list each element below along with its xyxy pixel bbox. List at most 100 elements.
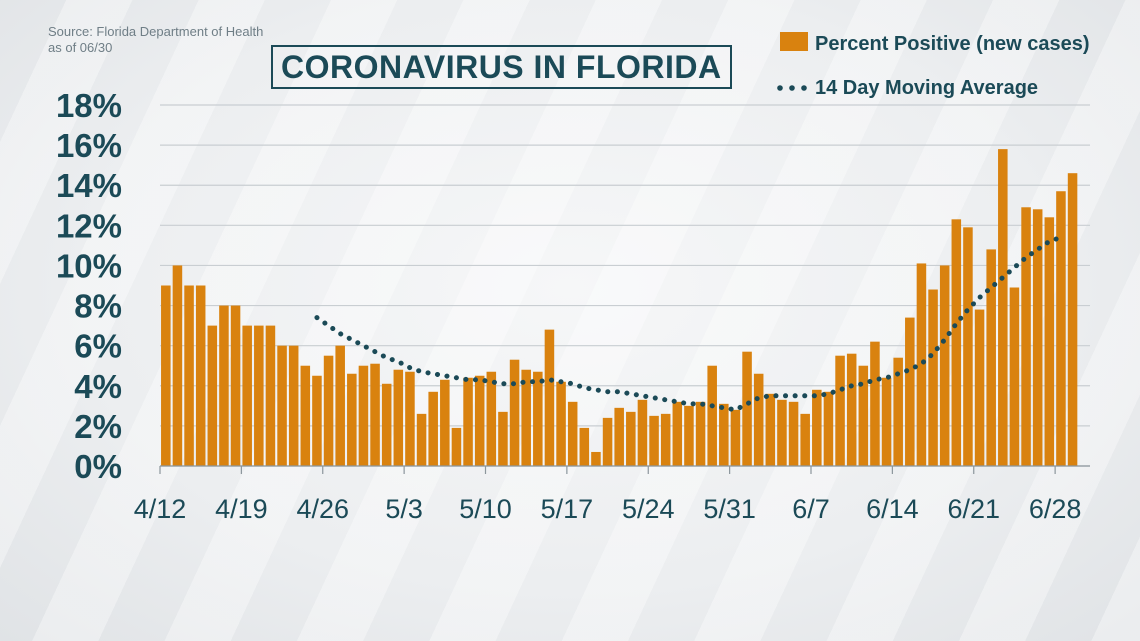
bar-4/18 bbox=[230, 305, 241, 466]
legend-dot bbox=[801, 85, 807, 91]
bar-5/19 bbox=[591, 451, 601, 466]
bar-6/12 bbox=[870, 341, 880, 466]
bar-4/13 bbox=[172, 265, 183, 466]
bar-5/15 bbox=[544, 329, 555, 466]
bar-5/23 bbox=[637, 399, 648, 466]
legend-swatch-percent-positive bbox=[780, 32, 808, 51]
bar-5/30 bbox=[719, 403, 729, 466]
bar-5/26 bbox=[672, 401, 683, 466]
bar-6/27 bbox=[1044, 217, 1055, 466]
y-tick-label: 10% bbox=[56, 247, 122, 284]
bar-5/16 bbox=[556, 381, 566, 466]
x-tick-label: 5/31 bbox=[703, 494, 756, 524]
bar-5/10 bbox=[486, 371, 497, 466]
bar-4/29 bbox=[358, 365, 369, 466]
bar-6/7 bbox=[812, 389, 822, 466]
bar-5/21 bbox=[614, 407, 624, 466]
bar-4/25 bbox=[312, 375, 322, 466]
bar-6/24 bbox=[1009, 287, 1020, 466]
bar-5/20 bbox=[602, 417, 613, 466]
bar-5/11 bbox=[498, 411, 508, 466]
bar-4/14 bbox=[184, 285, 194, 466]
bar-4/24 bbox=[300, 365, 311, 466]
bar-6/2 bbox=[753, 373, 764, 466]
bar-4/19 bbox=[242, 325, 252, 466]
legend-label-percent-positive: Percent Positive (new cases) bbox=[815, 33, 1090, 55]
bar-4/12 bbox=[161, 285, 171, 466]
chart-title: CORONAVIRUS IN FLORIDA bbox=[281, 48, 722, 85]
y-tick-label: 4% bbox=[74, 368, 122, 405]
gridlines bbox=[160, 104, 1090, 467]
x-tick-label: 4/19 bbox=[215, 494, 268, 524]
title-box: CORONAVIRUS IN FLORIDA bbox=[271, 45, 732, 89]
y-tick-label: 6% bbox=[74, 328, 122, 365]
bar-5/5 bbox=[428, 391, 438, 466]
source-note: Source: Florida Department of Health as … bbox=[48, 24, 263, 56]
y-tick-label: 14% bbox=[56, 167, 122, 204]
moving-average-line bbox=[314, 234, 1064, 413]
legend-dot bbox=[789, 85, 795, 91]
x-tick-label: 6/21 bbox=[947, 494, 1000, 524]
bar-6/15 bbox=[905, 317, 915, 466]
bar-5/2 bbox=[393, 369, 404, 466]
bar-6/17 bbox=[928, 289, 938, 466]
x-tick-label: 4/12 bbox=[134, 494, 187, 524]
bar-5/6 bbox=[440, 379, 450, 466]
bar-5/14 bbox=[533, 371, 543, 466]
bar-4/17 bbox=[219, 305, 229, 466]
bar-6/23 bbox=[998, 149, 1008, 466]
bar-6/28 bbox=[1056, 191, 1066, 466]
bar-5/9 bbox=[474, 375, 485, 466]
bar-4/28 bbox=[347, 373, 357, 466]
bar-6/8 bbox=[823, 391, 834, 466]
bar-4/23 bbox=[288, 345, 299, 466]
bar-4/16 bbox=[207, 325, 218, 466]
as-of-date: as of 06/30 bbox=[48, 40, 113, 55]
bar-6/5 bbox=[788, 401, 799, 466]
bar-5/12 bbox=[509, 359, 520, 466]
bar-6/20 bbox=[963, 227, 973, 466]
x-tick-label: 5/10 bbox=[459, 494, 512, 524]
bar-6/22 bbox=[986, 249, 996, 466]
x-axis: 4/12 4/19 4/26 5/3 5/10 5/17 5/24 5/31 6/7 6/14 6/… bbox=[134, 465, 1090, 524]
bar-6/26 bbox=[1032, 209, 1043, 467]
x-tick-label: 6/14 bbox=[866, 494, 919, 524]
x-tick-label: 5/3 bbox=[385, 494, 423, 524]
bar-5/4 bbox=[416, 413, 427, 466]
bar-5/29 bbox=[707, 365, 717, 466]
bar-4/15 bbox=[195, 285, 206, 466]
x-tick-label: 5/24 bbox=[622, 494, 675, 524]
bar-5/7 bbox=[451, 427, 462, 466]
bar-6/14 bbox=[893, 357, 903, 466]
bar-5/25 bbox=[660, 413, 671, 466]
bar-6/6 bbox=[800, 413, 810, 466]
bar-5/18 bbox=[579, 427, 590, 466]
bar-6/1 bbox=[742, 351, 752, 466]
bar-5/22 bbox=[626, 411, 636, 466]
x-tick-label: 5/17 bbox=[541, 494, 594, 524]
bar-6/16 bbox=[916, 263, 927, 466]
y-tick-label: 18% bbox=[56, 87, 122, 124]
y-tick-label: 12% bbox=[56, 207, 122, 244]
legend: Percent Positive (new cases) 14 Day Movi… bbox=[777, 32, 1090, 99]
bar-5/28 bbox=[695, 401, 706, 466]
bar-6/3 bbox=[765, 393, 776, 466]
bar-5/24 bbox=[649, 415, 659, 466]
bar-4/27 bbox=[335, 345, 345, 466]
y-tick-label: 2% bbox=[74, 408, 122, 445]
bar-4/26 bbox=[323, 355, 334, 466]
y-axis: 0%2%4%6%8% 10%12%14%16%18% bbox=[56, 87, 122, 485]
x-tick-label: 4/26 bbox=[296, 494, 349, 524]
bar-4/30 bbox=[370, 363, 380, 466]
y-tick-label: 0% bbox=[74, 448, 122, 485]
bar-5/8 bbox=[463, 377, 473, 466]
legend-swatch-moving-average bbox=[777, 85, 807, 91]
bar-5/3 bbox=[405, 371, 415, 466]
bar-6/11 bbox=[858, 365, 869, 466]
source-line: Source: Florida Department of Health bbox=[48, 24, 264, 39]
moving-average-series bbox=[314, 234, 1064, 413]
x-tick-label: 6/28 bbox=[1029, 494, 1082, 524]
legend-label-moving-average: 14 Day Moving Average bbox=[815, 77, 1038, 99]
